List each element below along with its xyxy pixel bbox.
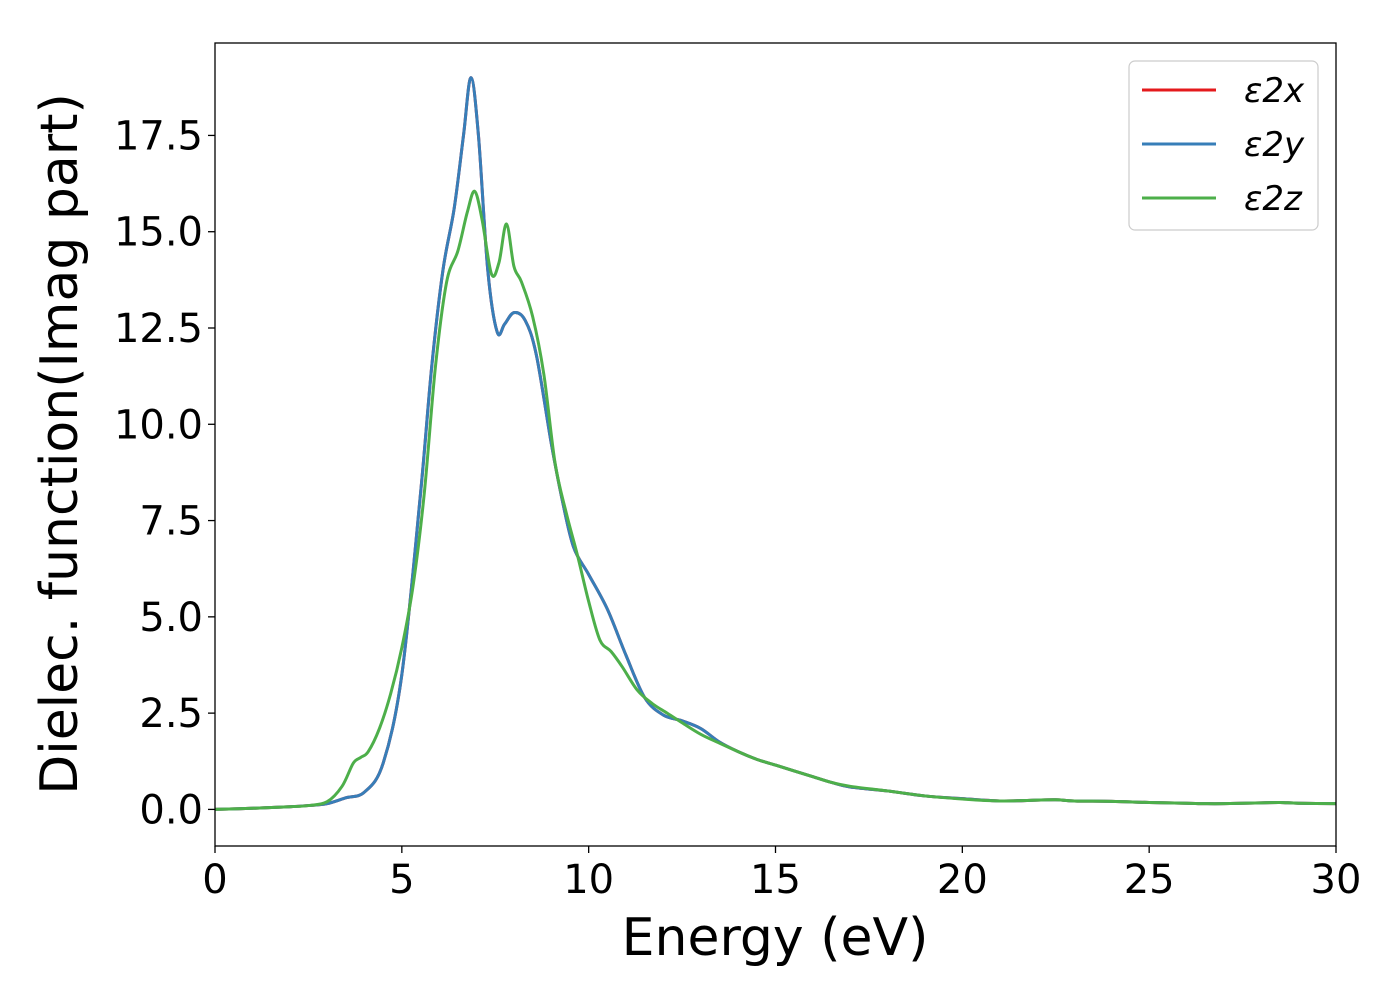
legend-label: ε2z <box>1244 179 1303 219</box>
x-tick-label: 25 <box>1124 857 1175 903</box>
legend-label: ε2x <box>1244 71 1305 111</box>
y-tick-label: 0.0 <box>139 787 203 833</box>
y-axis: 0.0 2.5 5.0 7.5 10.0 12.5 15.0 17.5 <box>114 113 215 833</box>
y-tick-label: 15.0 <box>114 210 203 256</box>
x-tick-label: 0 <box>202 857 227 903</box>
y-tick-label: 12.5 <box>114 306 203 352</box>
y-tick-label: 7.5 <box>139 499 203 545</box>
x-tick-label: 5 <box>389 857 414 903</box>
y-axis-title: Dielec. function(Imag part) <box>30 93 90 795</box>
y-tick-label: 5.0 <box>139 595 203 641</box>
legend: ε2x ε2y ε2z <box>1128 60 1319 231</box>
x-tick-label: 20 <box>937 857 988 903</box>
y-tick-label: 2.5 <box>139 691 203 737</box>
x-axis: 0 5 10 15 20 25 30 <box>202 846 1361 903</box>
series-layer <box>215 76 1336 811</box>
x-tick-label: 10 <box>563 857 614 903</box>
y-tick-label: 17.5 <box>114 113 203 159</box>
legend-label: ε2y <box>1244 125 1305 165</box>
series-line-3 <box>215 189 1336 811</box>
legend-box <box>1128 60 1319 231</box>
y-tick-label: 10.0 <box>114 402 203 448</box>
x-tick-label: 15 <box>750 857 801 903</box>
x-axis-title: Energy (eV) <box>622 908 929 968</box>
x-tick-label: 30 <box>1311 857 1362 903</box>
